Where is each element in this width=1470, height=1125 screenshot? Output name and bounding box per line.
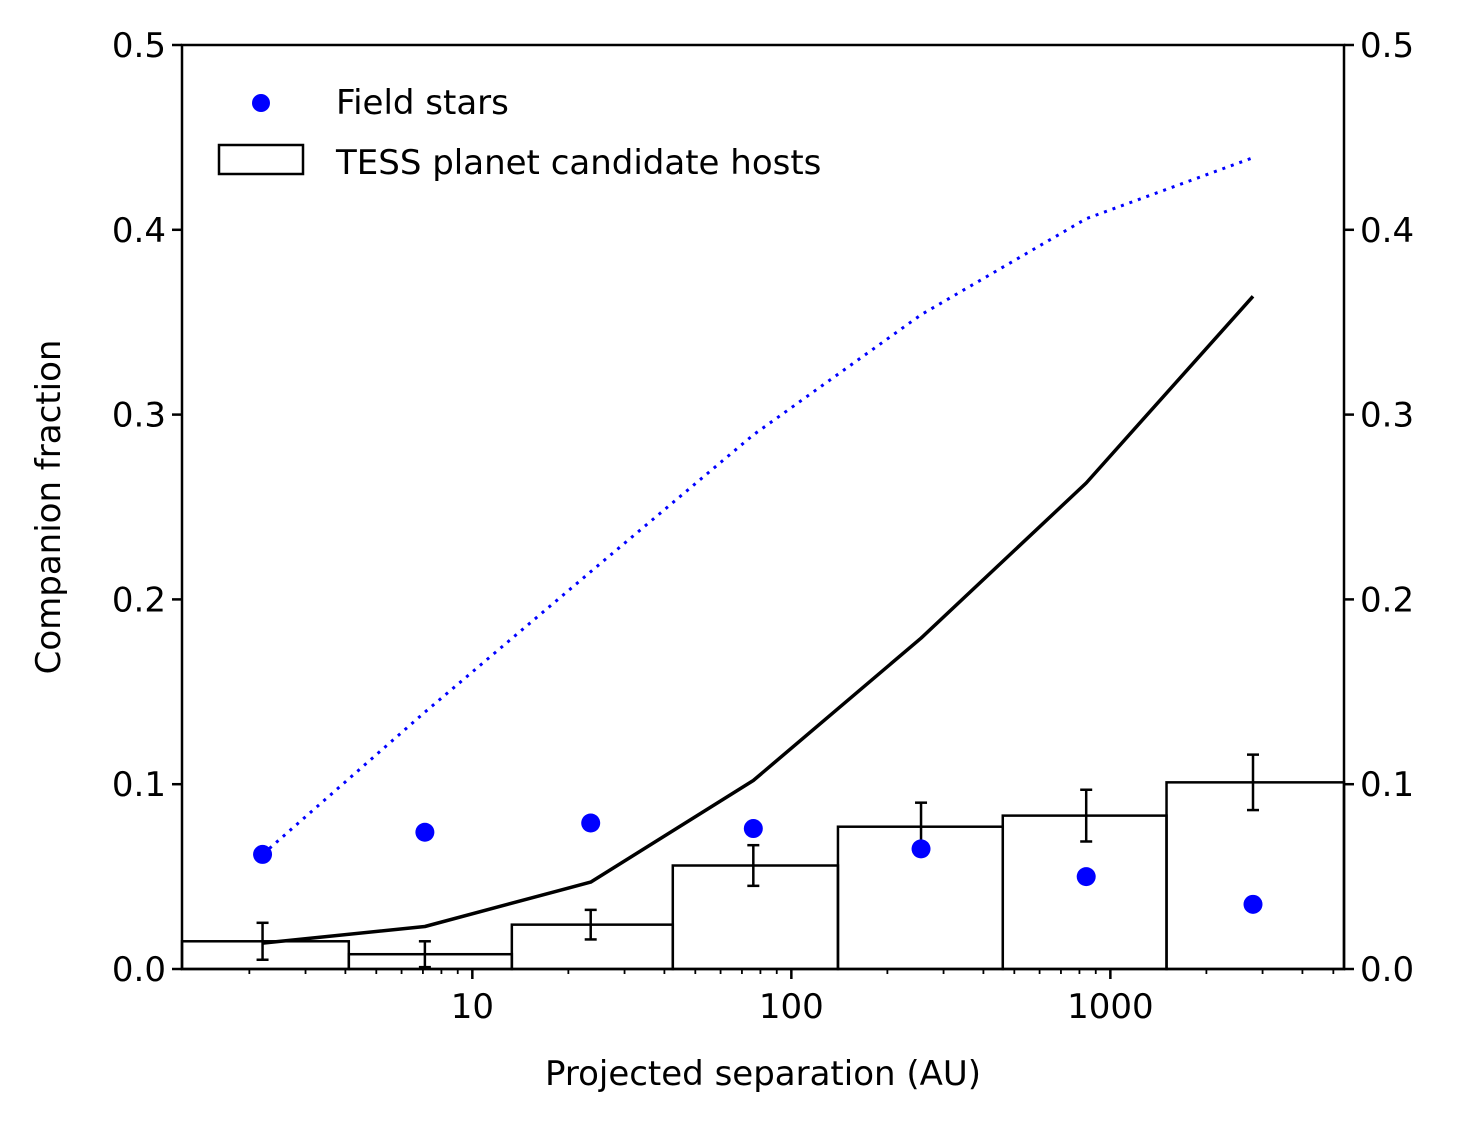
errorbar: [1247, 753, 1260, 812]
axis-ticks: [172, 43, 1354, 979]
x-tick-label: 10: [451, 987, 494, 1027]
plot-frame: [180, 43, 1346, 971]
errorbar: [1080, 788, 1093, 843]
field-star-point: [1243, 894, 1263, 914]
axis-tick-labels: 0.0 0.0 0.1 0.1 0.2 0.2 0.3 0.3 0.4 0.4 0.5 0.5 10 10…: [112, 26, 1414, 1027]
legend-tess-hosts-label: TESS planet candidate hosts: [335, 143, 821, 183]
field-star-point: [415, 822, 435, 842]
errorbar: [747, 843, 760, 888]
field-star-points: [253, 813, 1263, 914]
legend-field-stars-label: Field stars: [336, 83, 509, 123]
errorbar: [418, 940, 431, 969]
x-tick-label: 100: [759, 987, 824, 1027]
legend-tess-hosts-marker: [217, 143, 305, 176]
y-tick-label-right: 0.1: [1360, 765, 1414, 805]
errorbar: [584, 908, 597, 941]
x-tick-label: 1000: [1067, 987, 1154, 1027]
legend-field-stars-marker: [252, 94, 270, 112]
y-tick-label-right: 0.5: [1360, 26, 1414, 66]
x-axis-label: Projected separation (AU): [545, 1054, 981, 1094]
legend: Field stars TESS planet candidate hosts: [217, 83, 821, 183]
y-tick-label-right: 0.0: [1360, 950, 1414, 990]
y-tick-label-right: 0.4: [1360, 211, 1414, 251]
y-tick-label-left: 0.0: [112, 950, 166, 990]
field-star-point: [581, 813, 601, 833]
y-axis-label: Companion fraction: [29, 340, 69, 675]
y-tick-label-left: 0.5: [112, 26, 166, 66]
field-star-point: [1076, 867, 1096, 887]
solid-curve: [262, 295, 1255, 945]
y-tick-label-right: 0.2: [1360, 580, 1414, 620]
field-star-point: [743, 819, 763, 839]
errorbar: [256, 921, 269, 962]
y-tick-label-right: 0.3: [1360, 396, 1414, 436]
solid-curve-line: [262, 295, 1255, 945]
y-tick-label-left: 0.1: [112, 765, 166, 805]
axes-frame: [180, 43, 1346, 971]
y-tick-label-left: 0.4: [112, 211, 166, 251]
y-tick-label-left: 0.3: [112, 396, 166, 436]
y-tick-label-left: 0.2: [112, 580, 166, 620]
field-star-point: [253, 844, 273, 864]
field-star-point: [911, 839, 931, 859]
